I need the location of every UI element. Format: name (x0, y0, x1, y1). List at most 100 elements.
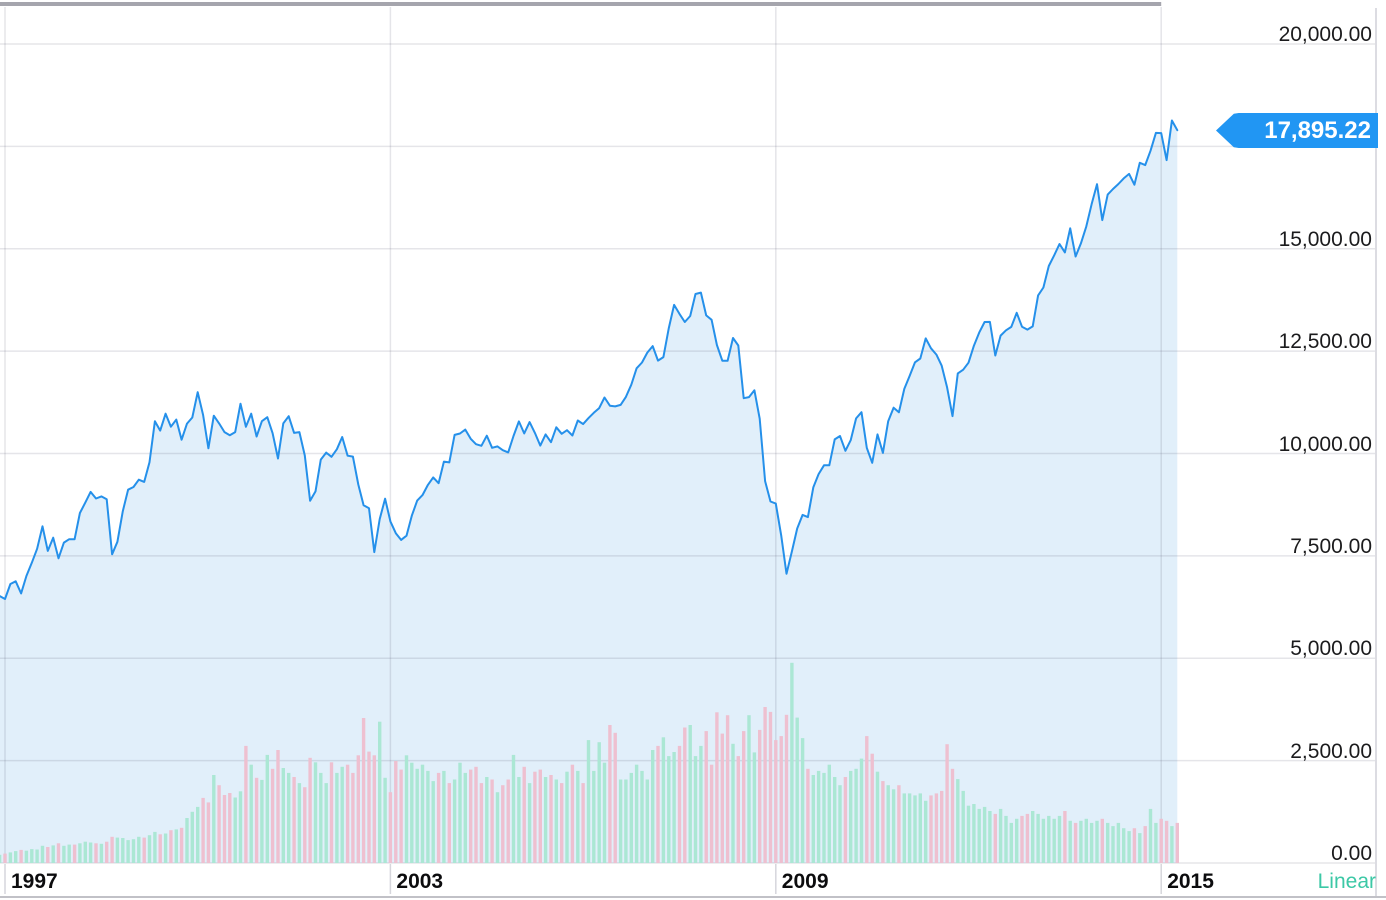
volume-bar (78, 843, 82, 863)
volume-bar (1159, 818, 1163, 863)
volume-bar (1031, 811, 1035, 863)
volume-bar (688, 725, 692, 863)
volume-bar (742, 731, 746, 863)
volume-bar (270, 768, 275, 863)
y-axis-label: 2,500.00 (1290, 739, 1372, 763)
x-axis-label: 2009 (781, 870, 829, 893)
volume-bar (404, 755, 409, 863)
volume-bar (469, 769, 473, 863)
volume-bar (774, 740, 778, 863)
volume-bar (153, 831, 157, 863)
volume-bar (1041, 818, 1046, 863)
volume-bar (618, 779, 623, 863)
volume-bar (351, 772, 355, 863)
volume-bar (1106, 822, 1110, 863)
volume-bar (169, 830, 173, 863)
volume-bar (378, 721, 382, 863)
volume-bar (276, 750, 280, 863)
volume-bar (238, 791, 243, 863)
volume-bar (1084, 818, 1088, 863)
volume-bar (361, 718, 366, 863)
volume-bar (147, 835, 152, 863)
volume-bar (822, 772, 826, 863)
volume-bar (709, 764, 714, 863)
volume-bar (993, 813, 997, 863)
volume-bar (934, 793, 939, 863)
volume-bar (752, 752, 757, 863)
top-range-strip (0, 2, 1162, 6)
volume-bar (1020, 815, 1024, 863)
volume-bar (190, 811, 194, 863)
volume-bar (640, 770, 644, 863)
linear-scale-toggle[interactable]: Linear (1317, 870, 1376, 893)
volume-bar (254, 777, 259, 863)
volume-bar (40, 845, 45, 863)
volume-bar (763, 707, 767, 863)
volume-bar (865, 736, 869, 863)
volume-bar (0, 854, 2, 863)
volume-bar (602, 762, 607, 863)
volume-bar (35, 849, 39, 863)
volume-bar (372, 755, 376, 863)
volume-bar (736, 756, 740, 863)
volume-bar (656, 745, 660, 863)
volume-bar (950, 768, 955, 863)
volume-bar (704, 731, 708, 863)
last-price-tag: 17,895.22 (1216, 113, 1378, 148)
volume-bar (1164, 820, 1169, 863)
volume-bar (570, 764, 575, 863)
volume-bar (1138, 833, 1142, 863)
volume-bar (897, 785, 901, 863)
volume-bar (1127, 831, 1131, 863)
volume-bar (297, 783, 302, 863)
volume-bar (929, 795, 933, 863)
volume-bar (1095, 820, 1099, 863)
volume-bar (388, 792, 393, 863)
volume-bar (891, 789, 896, 863)
volume-bar (875, 771, 880, 863)
volume-bar (816, 770, 821, 863)
volume-bar (126, 840, 130, 863)
volume-bar (1004, 815, 1008, 863)
volume-bar (533, 771, 537, 863)
volume-bar (517, 777, 521, 863)
volume-bar (383, 777, 387, 863)
volume-bar (356, 755, 360, 863)
volume-bar (795, 717, 799, 863)
volume-bar (854, 768, 858, 863)
last-price-value: 17,895.22 (1264, 117, 1371, 144)
volume-bar (549, 775, 553, 863)
price-line-layer (0, 119, 1179, 600)
volume-bar (918, 793, 922, 863)
volume-bar (1009, 822, 1013, 863)
volume-bar (1068, 820, 1072, 863)
y-axis-label: 0.00 (1331, 842, 1372, 865)
volume-bar (442, 770, 446, 863)
volume-bar (956, 779, 960, 863)
volume-bar (1170, 826, 1174, 863)
volume-bar (345, 764, 350, 863)
y-axis-label: 10,000.00 (1278, 432, 1372, 456)
volume-bar (501, 785, 505, 863)
volume-bar (479, 783, 484, 863)
volume-bar (811, 775, 815, 863)
volume-bars (0, 662, 1179, 863)
volume-bar (201, 797, 205, 863)
volume-bar (790, 662, 794, 863)
volume-bar (597, 742, 601, 863)
volume-bar (945, 744, 949, 863)
volume-bar (511, 754, 516, 863)
volume-bar (1148, 808, 1153, 863)
volume-bar (527, 783, 532, 863)
volume-bar (244, 745, 248, 863)
volume-bar (758, 729, 762, 863)
volume-bar (683, 727, 687, 863)
volume-bar (977, 808, 981, 863)
volume-bar (179, 827, 184, 863)
volume-bar (522, 766, 526, 863)
volume-bar (667, 756, 671, 863)
volume-bar (651, 750, 655, 863)
